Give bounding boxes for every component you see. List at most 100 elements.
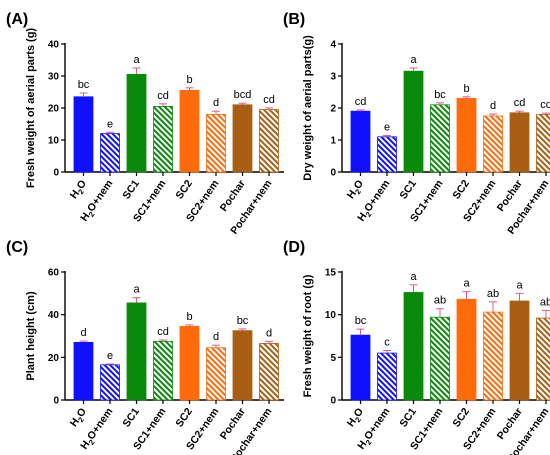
bar	[232, 330, 253, 401]
significance-letter: d	[266, 327, 272, 339]
y-tick-label: 40	[48, 40, 60, 51]
bar	[73, 96, 94, 173]
bar	[509, 300, 530, 401]
y-tick-label: 10	[325, 310, 337, 321]
category-tick-label: H2O	[345, 178, 368, 202]
bar	[456, 298, 477, 401]
significance-letter: b	[186, 311, 192, 323]
category-tick-label: H2O	[345, 406, 368, 430]
y-tick-label: 20	[48, 353, 60, 364]
bar	[232, 104, 253, 173]
significance-letter: e	[107, 118, 113, 130]
y-tick-label: 5	[330, 353, 336, 364]
category-tick-label: H2O	[68, 406, 91, 430]
bar	[179, 90, 200, 173]
bar	[100, 364, 120, 401]
bar	[377, 136, 397, 173]
bar	[509, 112, 530, 173]
significance-letter: a	[463, 278, 470, 290]
panel-label: (D)	[283, 239, 305, 256]
significance-letter: cd	[514, 97, 526, 109]
y-tick-label: 0	[330, 168, 336, 179]
y-tick-label: 3	[330, 72, 336, 83]
significance-letter: c	[384, 337, 390, 349]
significance-letter: e	[384, 122, 390, 134]
y-tick-label: 0	[330, 396, 336, 407]
significance-letter: ab	[487, 288, 499, 300]
bar	[153, 340, 173, 401]
category-tick-label: SC1	[120, 406, 142, 430]
y-tick-label: 40	[48, 310, 60, 321]
y-axis-title: Plant height (cm)	[25, 291, 37, 381]
chart-panel: (A)Fresh weight of aerial parts (g) 0 10 20…	[6, 11, 284, 237]
y-tick-label: 15	[325, 268, 337, 279]
category-tick-label: SC2	[450, 178, 472, 202]
y-tick-label: 60	[48, 268, 60, 279]
bar	[403, 70, 424, 173]
bar	[179, 326, 200, 401]
significance-letter: cd	[355, 96, 367, 108]
category-tick-label: SC2	[450, 406, 472, 430]
y-tick-label: 4	[330, 40, 336, 51]
bar	[483, 115, 503, 173]
significance-letter: a	[410, 271, 417, 283]
significance-letter: b	[463, 83, 469, 95]
significance-letter: bc	[434, 89, 446, 101]
significance-letter: cd	[157, 326, 169, 338]
y-axis-title: Fresh weight of root (g)	[302, 274, 314, 397]
y-tick-label: 2	[330, 104, 336, 115]
y-tick-label: 20	[48, 104, 60, 115]
bar	[350, 110, 371, 173]
significance-letter: bcd	[234, 89, 252, 101]
significance-letter: d	[80, 327, 86, 339]
significance-letter: bc	[355, 315, 367, 327]
y-tick-label: 0	[53, 168, 59, 179]
significance-letter: d	[213, 331, 219, 343]
significance-letter: ab	[540, 296, 550, 308]
significance-letter: a	[133, 54, 140, 66]
bar	[430, 104, 450, 173]
significance-letter: d	[213, 97, 219, 109]
bar	[206, 347, 226, 401]
category-tick-label: SC1	[397, 406, 419, 430]
y-axis-title: Fresh weight of aerial parts (g)	[25, 28, 37, 188]
significance-letter: bc	[78, 79, 90, 91]
panel-label: (B)	[283, 11, 305, 28]
significance-letter: bc	[237, 315, 249, 327]
panel-label: (A)	[6, 11, 28, 28]
category-tick-label: SC2	[173, 178, 195, 202]
category-tick-label: SC1	[120, 178, 142, 202]
bar	[126, 302, 147, 401]
bar	[430, 316, 450, 401]
chart-panel: (B) Dry weight of aerial parts(g) 0 1 2 3 4 cd H…	[283, 11, 550, 237]
y-tick-label: 10	[48, 136, 60, 147]
bar	[259, 343, 279, 401]
significance-letter: a	[133, 284, 140, 296]
category-tick-label: SC2	[173, 406, 195, 430]
bar	[483, 311, 503, 401]
category-tick-label: H2O	[68, 178, 91, 202]
bar	[126, 74, 147, 173]
y-axis-title: Dry weight of aerial parts(g)	[302, 35, 314, 181]
significance-letter: b	[186, 74, 192, 86]
significance-letter: a	[516, 279, 523, 291]
significance-letter: ab	[434, 295, 446, 307]
bar	[456, 98, 477, 173]
bar	[73, 342, 94, 401]
bar	[536, 317, 550, 401]
panel-label: (C)	[6, 239, 28, 256]
chart-panel: (D)Fresh weight of root (g)051015bcH2OcH…	[283, 239, 550, 455]
bar	[100, 133, 120, 173]
y-tick-label: 1	[330, 136, 336, 147]
bar	[536, 114, 550, 173]
significance-letter: cd	[157, 90, 169, 102]
significance-letter: a	[410, 54, 417, 66]
bar	[206, 114, 226, 173]
bar	[153, 106, 173, 173]
y-tick-label: 0	[53, 396, 59, 407]
significance-letter: cd	[263, 94, 275, 106]
bar	[259, 109, 279, 173]
chart-panel: (C)Plant height (cm)0204060dH2OeH2O+nema…	[6, 239, 284, 455]
bar	[377, 352, 397, 401]
